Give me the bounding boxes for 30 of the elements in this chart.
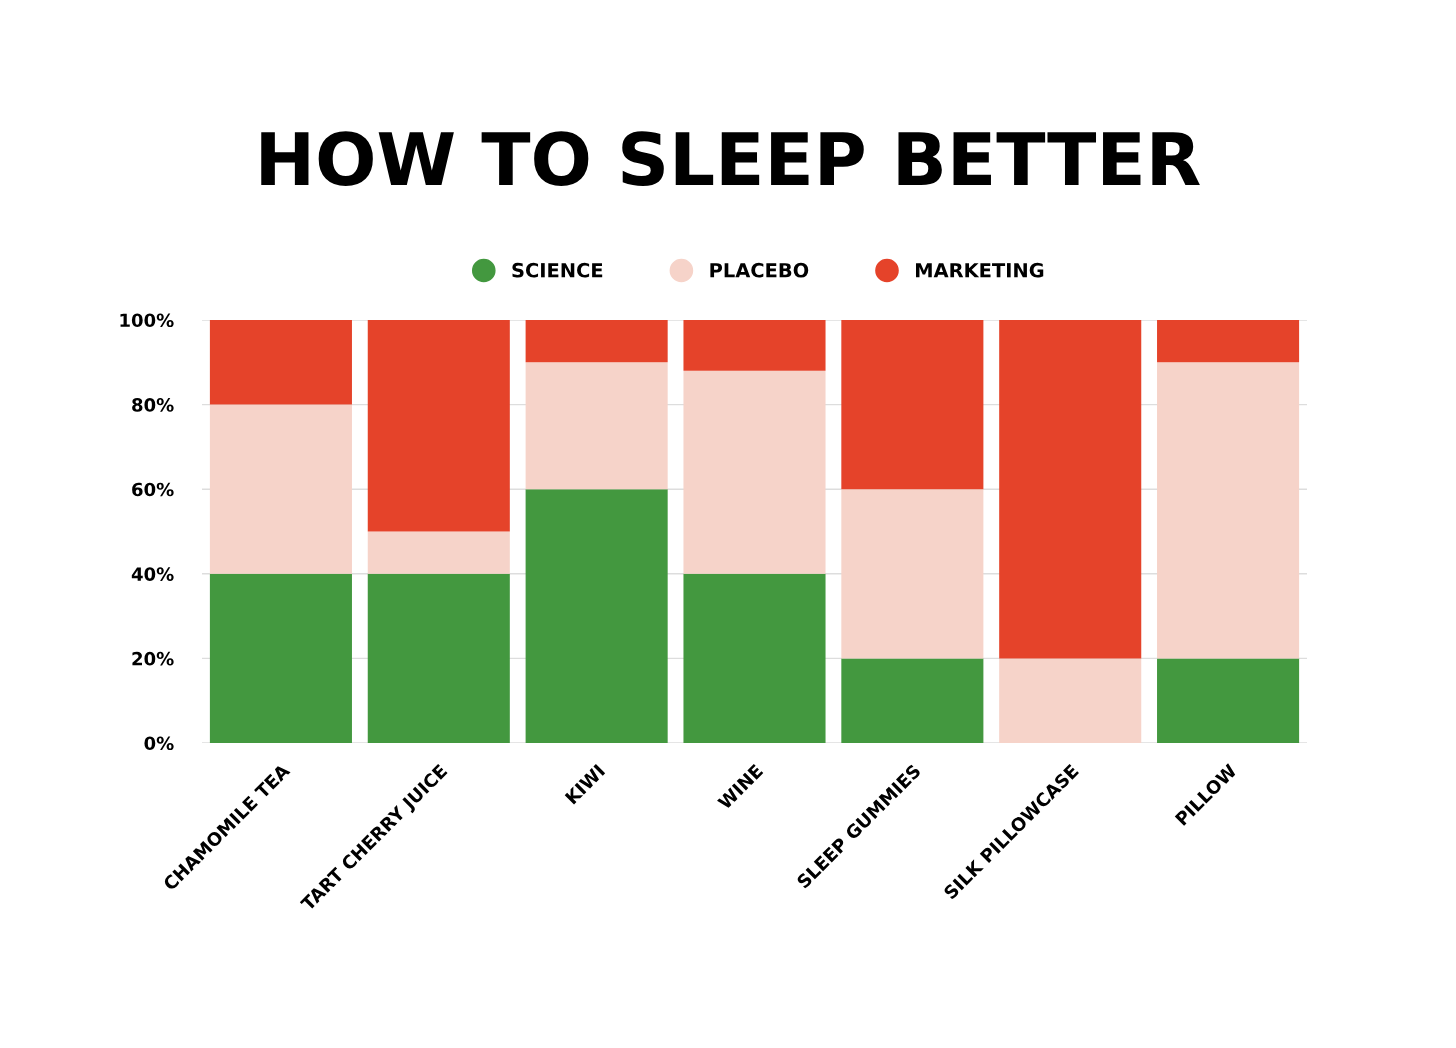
bar (367, 573, 510, 743)
bar (999, 658, 1142, 743)
bar (367, 320, 510, 532)
bar (1157, 658, 1300, 743)
y-tick-label: 80% (132, 398, 174, 412)
y-tick-label: 100% (120, 313, 174, 328)
bar (841, 489, 984, 659)
y-tick-label: 60% (132, 482, 174, 497)
bar (525, 320, 668, 363)
bar (1157, 320, 1300, 363)
bar (525, 489, 668, 743)
bar (209, 573, 352, 743)
y-tick-label: 0% (144, 736, 174, 751)
bar (841, 658, 984, 743)
legend-label: MARKETING (916, 262, 1044, 278)
y-tick-label: 40% (131, 567, 174, 581)
chart-title: HOW TO SLEEP BETTER (261, 131, 1200, 186)
bar (683, 573, 826, 743)
bar (683, 370, 826, 574)
legend-label: PLACEBO (710, 262, 809, 278)
bar (367, 531, 510, 574)
bar (209, 320, 352, 405)
bar (1157, 362, 1300, 659)
bar (209, 404, 352, 574)
y-tick-label: 20% (132, 651, 174, 666)
bar (841, 320, 984, 490)
bar (683, 320, 826, 371)
bar (525, 362, 668, 490)
bar (999, 320, 1142, 659)
legend-label: SCIENCE (512, 262, 603, 278)
